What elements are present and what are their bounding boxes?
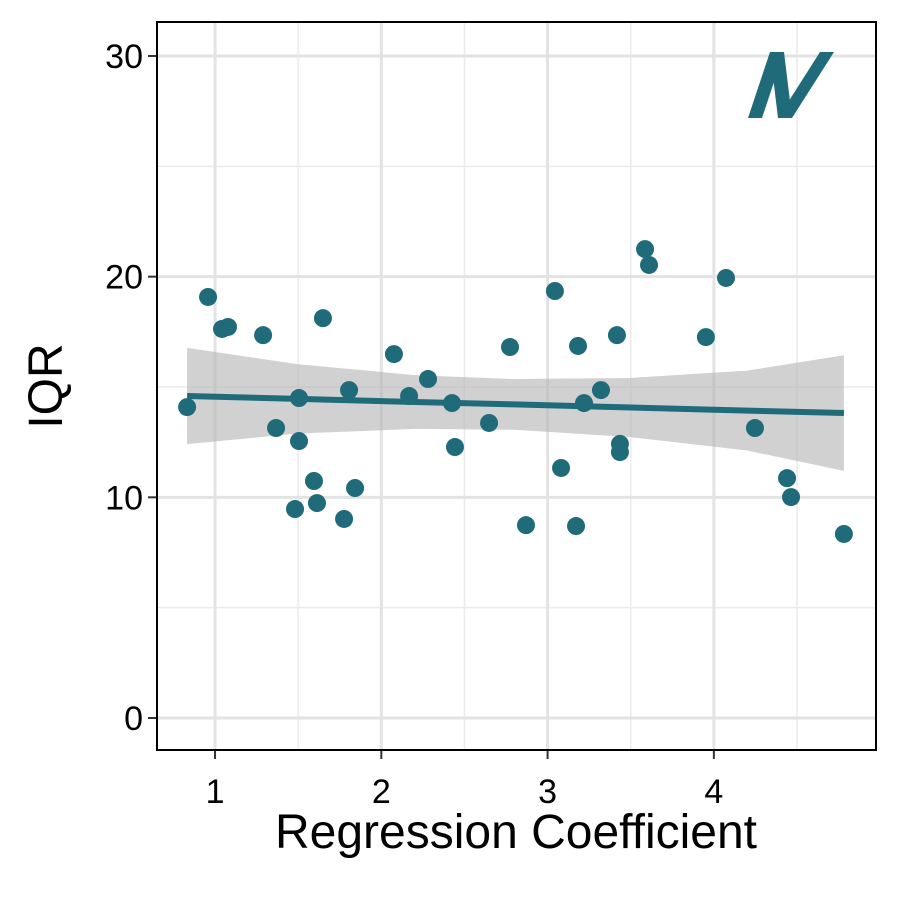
axes: 1 2 3 4 0 10 20 30: [105, 38, 723, 811]
point: [778, 469, 797, 488]
x-tick-label: 1: [206, 773, 225, 811]
point: [610, 443, 629, 462]
point: [516, 516, 535, 535]
point: [346, 479, 365, 498]
point: [267, 419, 286, 438]
point: [178, 398, 197, 417]
point: [569, 336, 588, 355]
point: [304, 471, 323, 490]
logo-stroke: [770, 52, 792, 118]
point: [384, 345, 403, 364]
y-tick-label: 30: [105, 38, 143, 76]
confidence-band: [187, 347, 844, 471]
point: [286, 500, 305, 519]
point: [591, 381, 610, 400]
point: [501, 338, 520, 357]
point: [254, 326, 273, 345]
point: [199, 287, 218, 306]
logo-slash: [778, 52, 834, 118]
point: [745, 419, 764, 438]
point: [834, 524, 853, 543]
point: [567, 517, 586, 536]
x-axis-title: Regression Coefficient: [275, 806, 757, 859]
point: [636, 240, 655, 259]
point: [290, 432, 309, 451]
point: [782, 488, 801, 507]
x-tick-label: 4: [704, 773, 723, 811]
point: [696, 328, 715, 347]
y-tick-label: 10: [105, 479, 143, 517]
point: [480, 413, 499, 432]
panel-border: [156, 21, 877, 751]
confidence-band-layer: [187, 347, 844, 471]
point: [552, 458, 571, 477]
point: [640, 255, 659, 274]
point: [607, 326, 626, 345]
y-tick-label: 0: [124, 700, 143, 738]
point: [335, 509, 354, 528]
points-layer: [178, 240, 853, 543]
y-axis-title: IQR: [20, 343, 73, 428]
point: [313, 309, 332, 328]
y-tick-label: 20: [105, 259, 143, 297]
point: [545, 282, 564, 301]
point: [419, 370, 438, 389]
logo: [748, 52, 834, 118]
fit-line: [187, 393, 844, 417]
point: [445, 438, 464, 457]
point: [340, 381, 359, 400]
point: [219, 317, 238, 336]
point: [717, 268, 736, 287]
x-tick-label: 3: [538, 773, 557, 811]
x-tick-label: 2: [372, 773, 391, 811]
point: [307, 494, 326, 513]
